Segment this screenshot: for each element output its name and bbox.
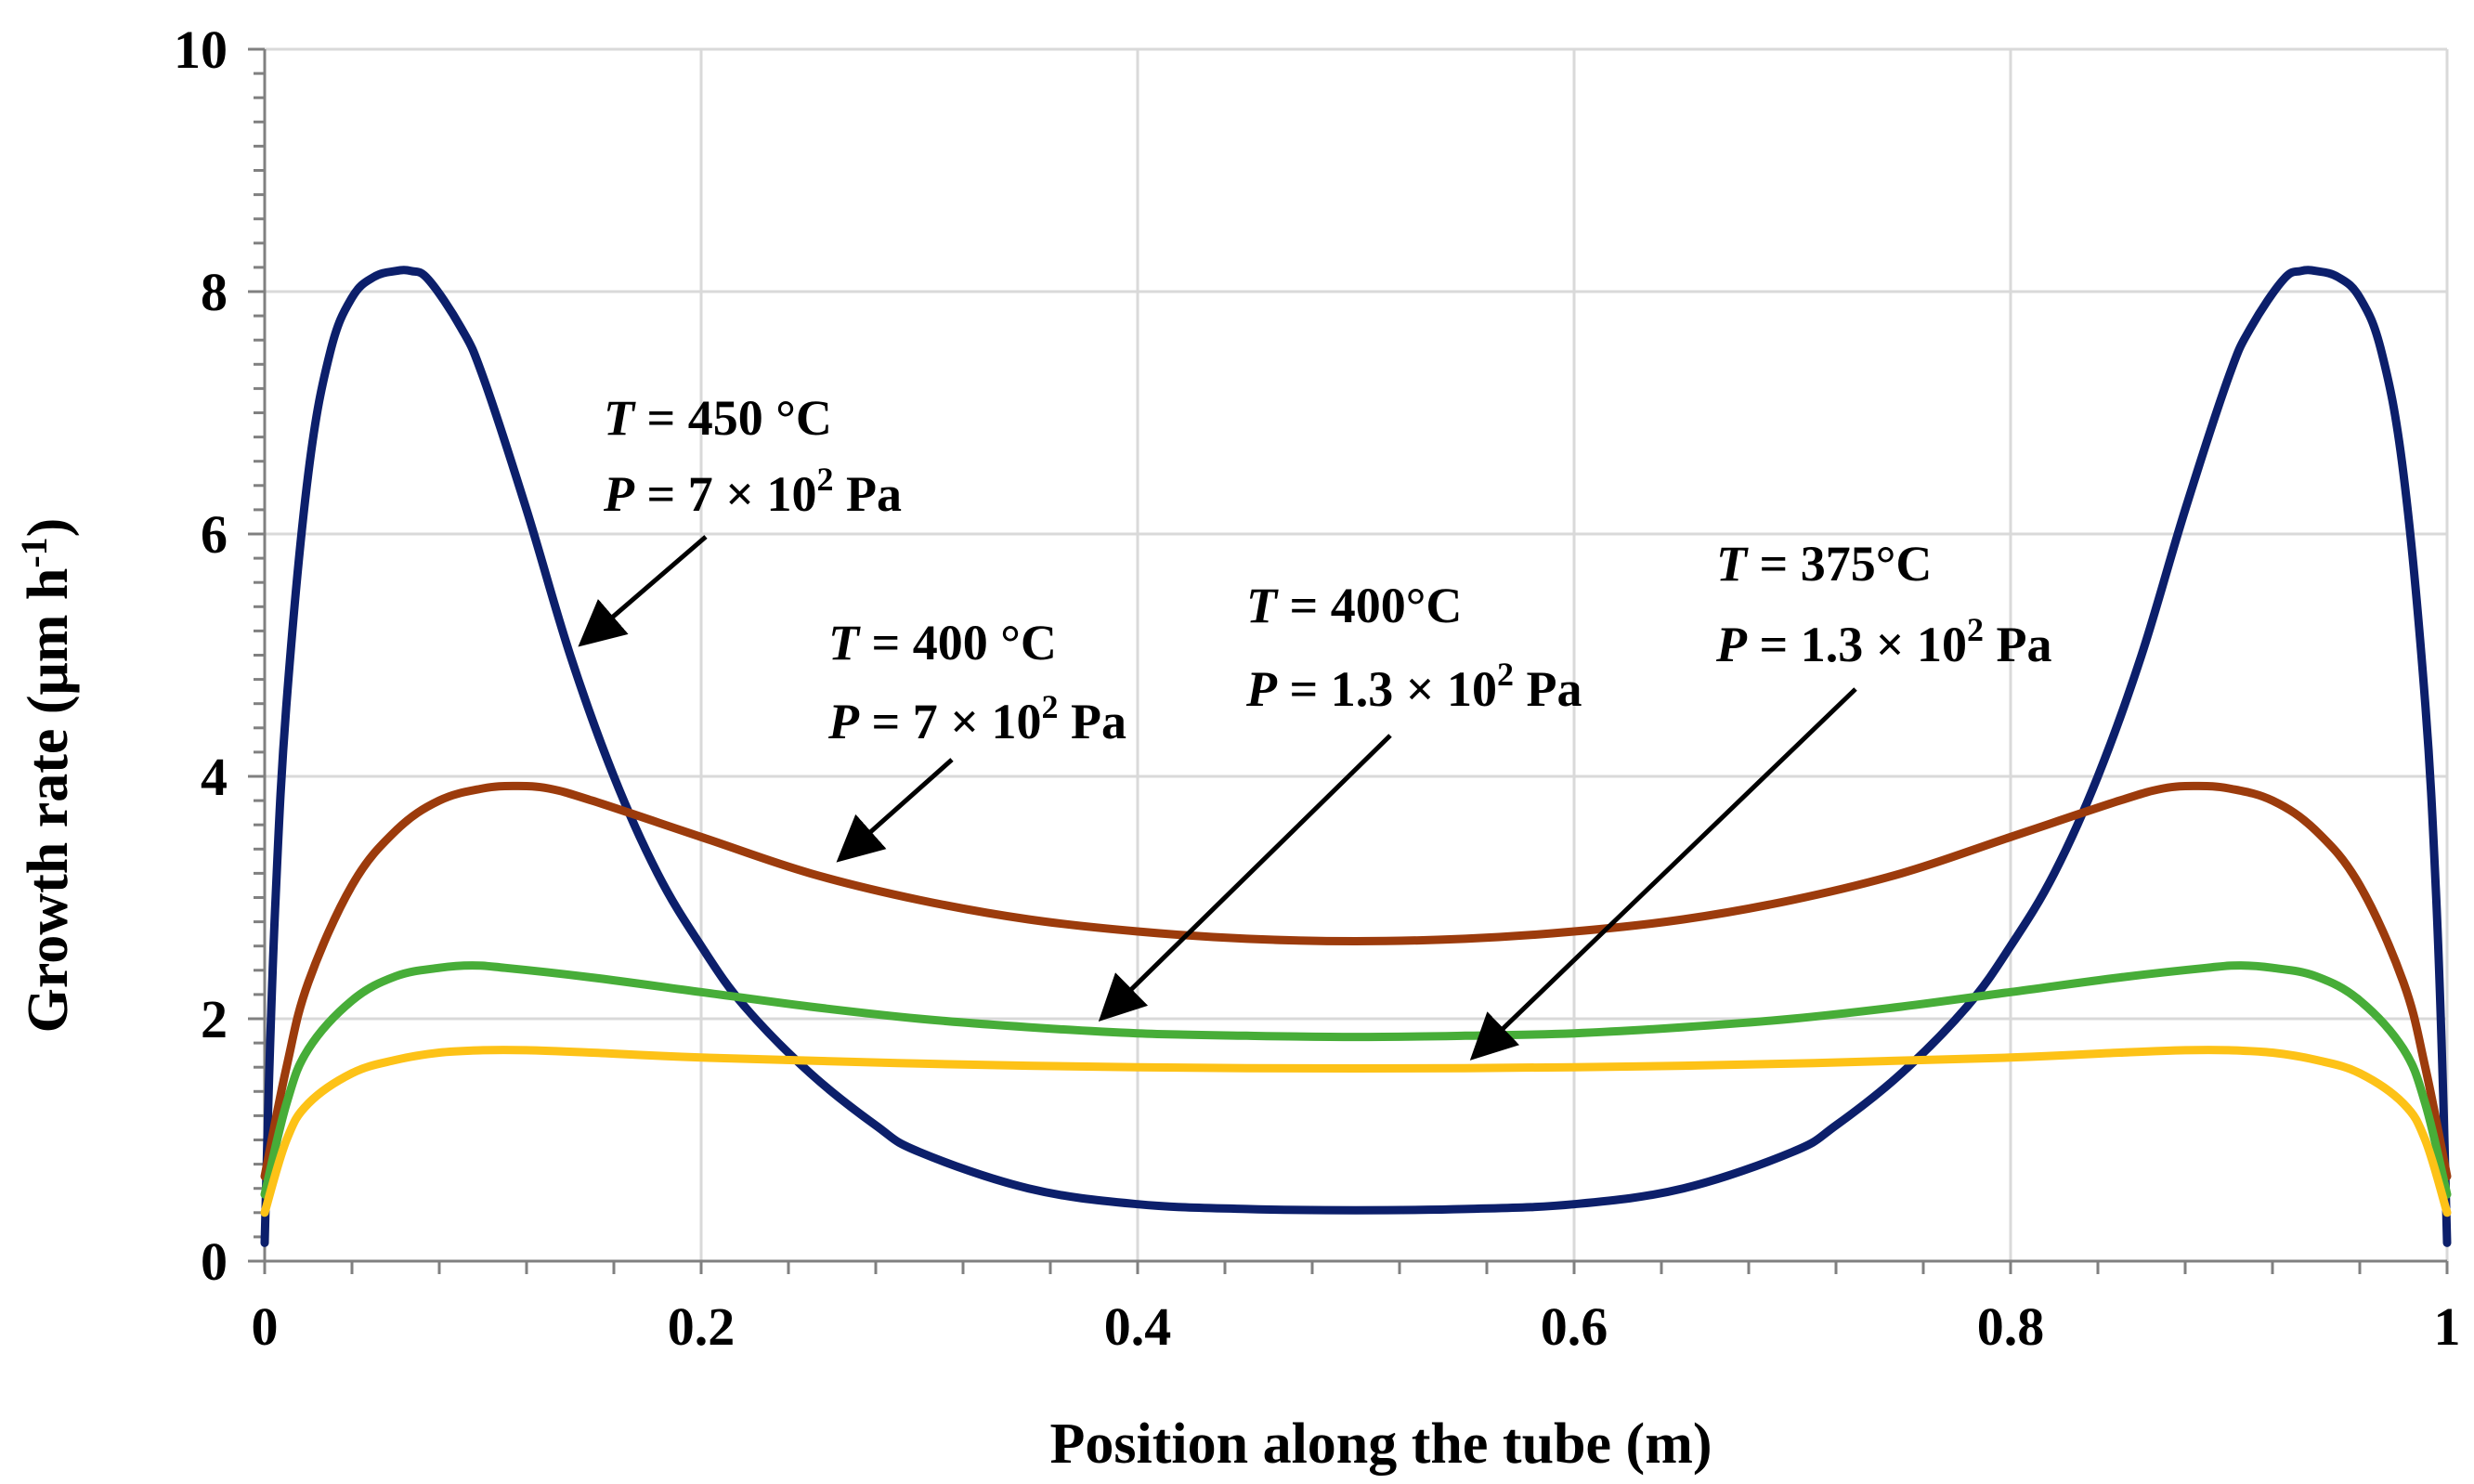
axes: 0 2 4 6 8 10 0 0.2 0.4 0.6 0.8 1	[174, 20, 2461, 1357]
annotation-arrow-375c	[1469, 687, 1857, 1061]
x-tick-label: 0.8	[1977, 1296, 2045, 1357]
svg-text:T = 450 °C: T = 450 °C	[604, 390, 832, 446]
x-tick-label: 0.4	[1104, 1296, 1172, 1357]
y-tick-label: 10	[174, 20, 228, 80]
svg-text:P = 7 × 102 Pa: P = 7 × 102 Pa	[827, 688, 1126, 749]
svg-text:P = 1.3 × 102 Pa: P = 1.3 × 102 Pa	[1245, 656, 1582, 717]
svg-text:T = 400°C: T = 400°C	[1246, 578, 1462, 633]
y-tick-label: 2	[201, 989, 228, 1049]
annotation-400c-low-p: T = 400°C P = 1.3 × 102 Pa	[1098, 578, 1582, 1022]
y-axis-title: Growth rate (μm h-1)	[13, 518, 80, 1034]
series-375c-1p3e2pa	[260, 1046, 2452, 1217]
annotation-450c: T = 450 °C P = 7 × 102 Pa	[578, 390, 902, 647]
y-tick-label: 8	[201, 262, 228, 322]
data-series	[260, 266, 2452, 1247]
svg-text:T = 375°C: T = 375°C	[1716, 536, 1932, 592]
annotation-arrow-400c-high-p	[836, 758, 954, 863]
annotation-400c-high-p: T = 400 °C P = 7 × 102 Pa	[827, 615, 1126, 863]
gridlines	[265, 47, 2449, 1261]
x-tick-label: 1	[2434, 1296, 2461, 1357]
x-tick-label: 0	[252, 1296, 279, 1357]
annotation-375c: T = 375°C P = 1.3 × 102 Pa	[1469, 536, 2052, 1061]
series-450c-7e2pa	[260, 266, 2452, 1247]
y-tick-label: 4	[201, 747, 228, 807]
svg-text:P = 7 × 102 Pa: P = 7 × 102 Pa	[603, 461, 902, 522]
svg-text:T = 400 °C: T = 400 °C	[828, 615, 1057, 670]
annotation-arrow-450c	[578, 535, 708, 647]
x-tick-label: 0.6	[1541, 1296, 1608, 1357]
svg-text:P = 1.3 × 102 Pa: P = 1.3 × 102 Pa	[1715, 611, 2052, 672]
x-tick-label: 0.2	[668, 1296, 736, 1357]
x-axis-title: Position along the tube (m)	[1050, 1412, 1712, 1476]
y-tick-label: 6	[201, 504, 228, 565]
annotation-arrow-400c-low-p	[1098, 734, 1392, 1022]
series-400c-1p3e2pa	[260, 961, 2452, 1199]
y-tick-label: 0	[201, 1231, 228, 1292]
series-400c-7e2pa	[260, 781, 2452, 1181]
